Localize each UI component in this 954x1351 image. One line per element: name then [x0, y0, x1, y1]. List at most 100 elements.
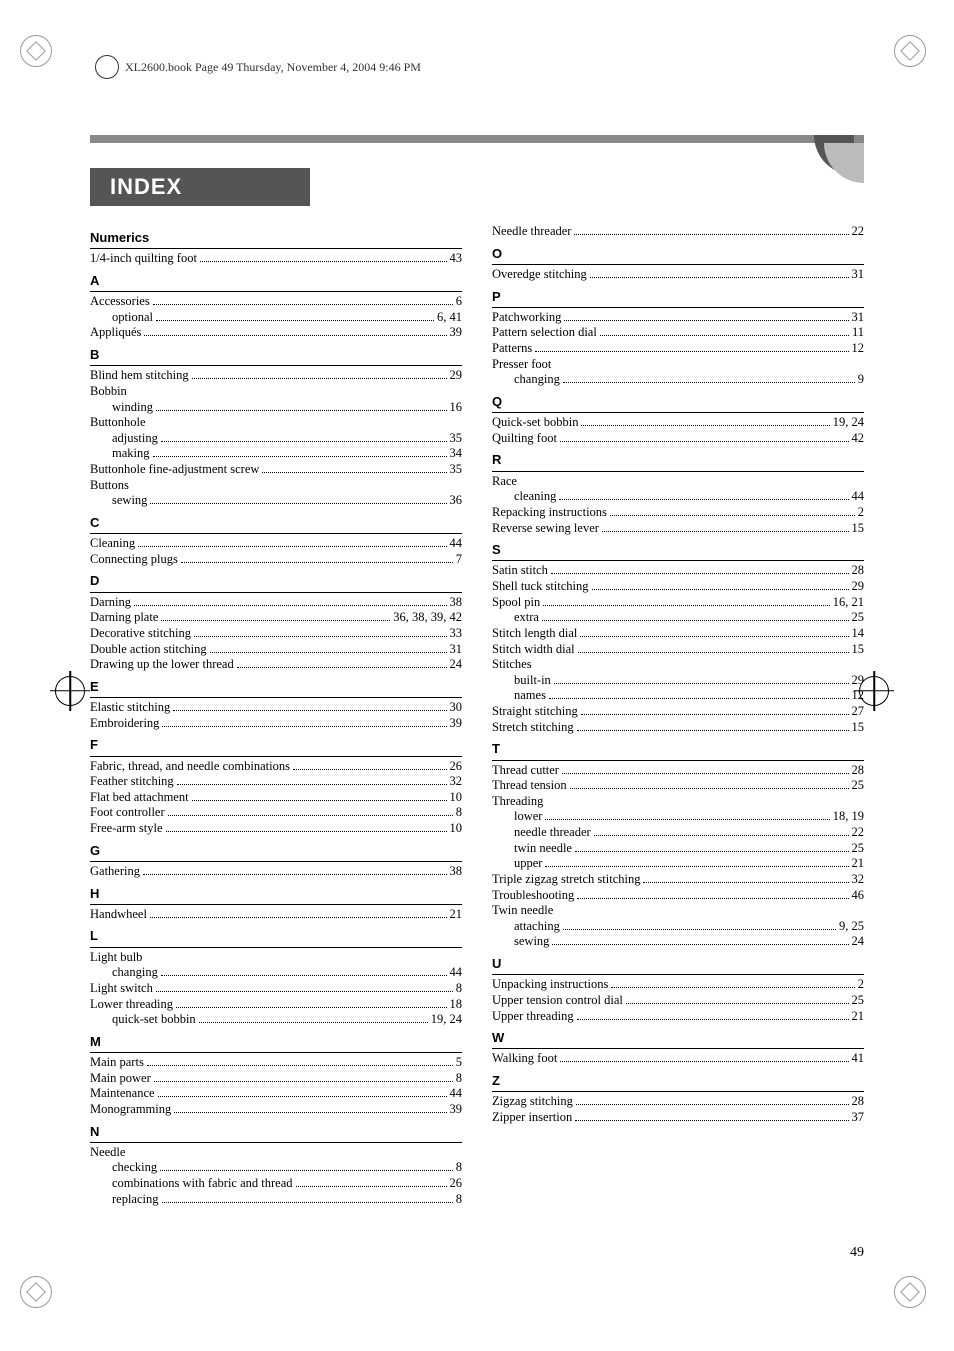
- index-entry-leader: [156, 310, 434, 321]
- index-section-head: M: [90, 1034, 462, 1053]
- index-entry-pages: 44: [852, 489, 865, 505]
- index-entry-leader: [592, 579, 849, 590]
- index-entry-pages: 38: [450, 595, 463, 611]
- index-entry: names12: [492, 688, 864, 704]
- index-entry-leader: [594, 825, 849, 836]
- index-entry-leader: [161, 965, 447, 976]
- index-entry: Embroidering39: [90, 716, 462, 732]
- index-entry-pages: 15: [852, 720, 865, 736]
- index-entry-pages: 2: [858, 977, 864, 993]
- index-entry: Connecting plugs7: [90, 552, 462, 568]
- index-entry-leader: [590, 267, 849, 278]
- index-entry-label: Buttonhole fine-adjustment screw: [90, 462, 259, 478]
- index-entry-pages: 2: [858, 505, 864, 521]
- index-entry: extra25: [492, 610, 864, 626]
- index-entry-pages: 29: [450, 368, 463, 384]
- crop-mark-top-right: [894, 35, 934, 75]
- index-entry-leader: [580, 626, 848, 637]
- index-entry: Upper threading21: [492, 1009, 864, 1025]
- index-entry-label: Straight stitching: [492, 704, 578, 720]
- index-entry-label: twin needle: [514, 841, 572, 857]
- index-entry-label: Maintenance: [90, 1086, 155, 1102]
- index-entry: Reverse sewing lever15: [492, 521, 864, 537]
- index-entry: Troubleshooting46: [492, 888, 864, 904]
- index-entry-leader: [162, 1192, 453, 1203]
- index-entry-pages: 44: [450, 1086, 463, 1102]
- index-entry: Light bulb: [90, 950, 462, 966]
- crop-mark-bottom-left: [20, 1276, 60, 1316]
- index-entry-label: making: [112, 446, 150, 462]
- index-entry-pages: 29: [852, 673, 865, 689]
- index-entry-leader: [545, 856, 848, 867]
- index-entry-label: Troubleshooting: [492, 888, 574, 904]
- index-entry-leader: [575, 1110, 848, 1121]
- index-entry-label: Appliqués: [90, 325, 141, 341]
- header-reg-icon: [95, 55, 119, 79]
- index-entry-label: Bobbin: [90, 384, 127, 400]
- index-entry: Zigzag stitching28: [492, 1094, 864, 1110]
- index-entry: Pattern selection dial11: [492, 325, 864, 341]
- index-entry: attaching9, 25: [492, 919, 864, 935]
- index-entry-pages: 39: [450, 716, 463, 732]
- index-entry-leader: [577, 1009, 849, 1020]
- index-entry-label: Reverse sewing lever: [492, 521, 599, 537]
- index-entry-label: Walking foot: [492, 1051, 557, 1067]
- index-entry-leader: [161, 610, 390, 621]
- index-entry-label: Flat bed attachment: [90, 790, 189, 806]
- index-entry: Straight stitching27: [492, 704, 864, 720]
- index-entry: built-in29: [492, 673, 864, 689]
- index-entry-leader: [166, 821, 447, 832]
- index-entry-pages: 21: [852, 1009, 865, 1025]
- index-entry-pages: 41: [852, 1051, 865, 1067]
- index-entry: upper21: [492, 856, 864, 872]
- index-entry-pages: 26: [450, 1176, 463, 1192]
- index-entry-pages: 44: [450, 965, 463, 981]
- index-entry-leader: [192, 790, 447, 801]
- index-entry-leader: [549, 688, 849, 699]
- index-entry-pages: 15: [852, 642, 865, 658]
- index-entry-label: changing: [112, 965, 158, 981]
- index-entry-label: Spool pin: [492, 595, 540, 611]
- index-entry: Gathering38: [90, 864, 462, 880]
- index-entry-label: extra: [514, 610, 539, 626]
- index-entry: cleaning44: [492, 489, 864, 505]
- index-entry: Presser foot: [492, 357, 864, 373]
- index-entry-label: Thread tension: [492, 778, 567, 794]
- index-entry-pages: 8: [456, 1192, 462, 1208]
- index-section-head: G: [90, 843, 462, 862]
- index-entry-leader: [156, 981, 453, 992]
- index-entry: Twin needle: [492, 903, 864, 919]
- index-entry-pages: 7: [456, 552, 462, 568]
- index-entry-label: Cleaning: [90, 536, 135, 552]
- index-entry-label: Unpacking instructions: [492, 977, 608, 993]
- page-content: INDEX Numerics1/4-inch quilting foot43AA…: [90, 90, 864, 1261]
- index-entry: Needle threader22: [492, 224, 864, 240]
- index-entry-pages: 11: [852, 325, 864, 341]
- index-entry-pages: 10: [450, 821, 463, 837]
- index-entry-leader: [600, 325, 849, 336]
- index-entry-leader: [545, 809, 829, 820]
- index-entry-label: upper: [514, 856, 542, 872]
- index-entry: replacing8: [90, 1192, 462, 1208]
- index-section-head: T: [492, 741, 864, 760]
- index-entry-leader: [144, 325, 446, 336]
- index-entry: Thread tension25: [492, 778, 864, 794]
- index-entry: Elastic stitching30: [90, 700, 462, 716]
- index-entry-label: Lower threading: [90, 997, 173, 1013]
- index-section-head: S: [492, 542, 864, 561]
- index-entry-leader: [578, 642, 849, 653]
- index-title: INDEX: [90, 168, 310, 206]
- index-entry-label: Darning: [90, 595, 131, 611]
- index-entry-label: needle threader: [514, 825, 591, 841]
- index-entry-label: Thread cutter: [492, 763, 559, 779]
- index-entry: Blind hem stitching29: [90, 368, 462, 384]
- index-entry: Handwheel21: [90, 907, 462, 923]
- index-entry: changing9: [492, 372, 864, 388]
- index-entry-leader: [576, 1094, 849, 1105]
- index-entry: Decorative stitching33: [90, 626, 462, 642]
- index-entry: Spool pin16, 21: [492, 595, 864, 611]
- index-entry-pages: 9: [858, 372, 864, 388]
- index-entry-pages: 24: [852, 934, 865, 950]
- index-entry: Free-arm style10: [90, 821, 462, 837]
- index-column-left: Numerics1/4-inch quilting foot43AAccesso…: [90, 224, 462, 1207]
